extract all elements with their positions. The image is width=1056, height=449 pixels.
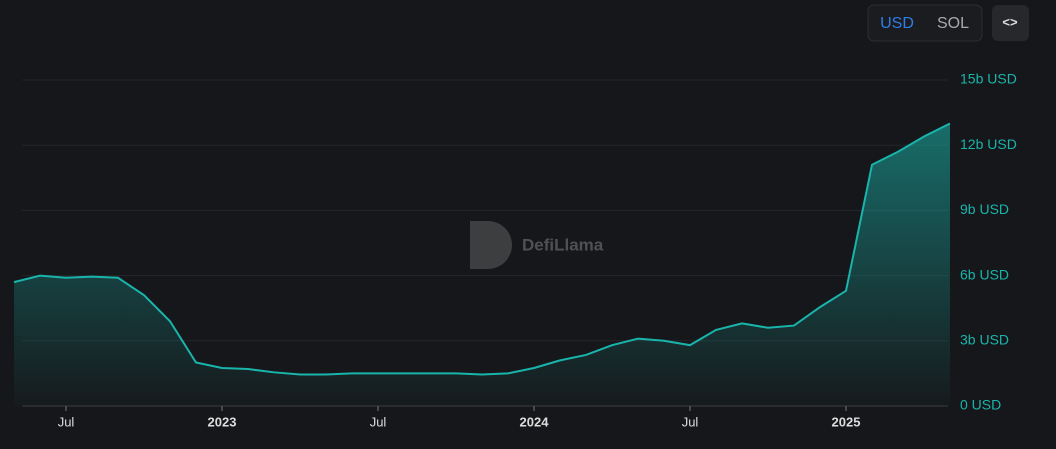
x-tick-label: 2025 — [832, 414, 861, 429]
x-tick-label: 2024 — [520, 414, 550, 429]
currency-toggle — [867, 4, 983, 42]
x-tick-label: Jul — [58, 414, 75, 429]
y-tick-label: 0 USD — [960, 397, 1001, 413]
watermark-text: DefiLlama — [522, 235, 604, 254]
y-tick-label: 12b USD — [960, 136, 1017, 152]
y-tick-label: 6b USD — [960, 266, 1009, 282]
embed-button-bg[interactable] — [992, 5, 1029, 41]
y-tick-label: 9b USD — [960, 201, 1009, 217]
watermark: DefiLlama — [470, 221, 604, 269]
toggle-option[interactable]: SOL — [937, 15, 969, 32]
y-tick-label: 15b USD — [960, 71, 1017, 87]
x-tick-label: 2023 — [208, 414, 237, 429]
line — [13, 122, 951, 376]
watermark-logo — [470, 221, 512, 269]
toggle-option[interactable]: USD — [880, 15, 914, 32]
area — [14, 123, 950, 406]
y-tick-label: 3b USD — [960, 332, 1009, 348]
embed-button[interactable]: <> — [1002, 14, 1018, 29]
x-tick-label: Jul — [370, 414, 387, 429]
x-tick-label: Jul — [682, 414, 699, 429]
